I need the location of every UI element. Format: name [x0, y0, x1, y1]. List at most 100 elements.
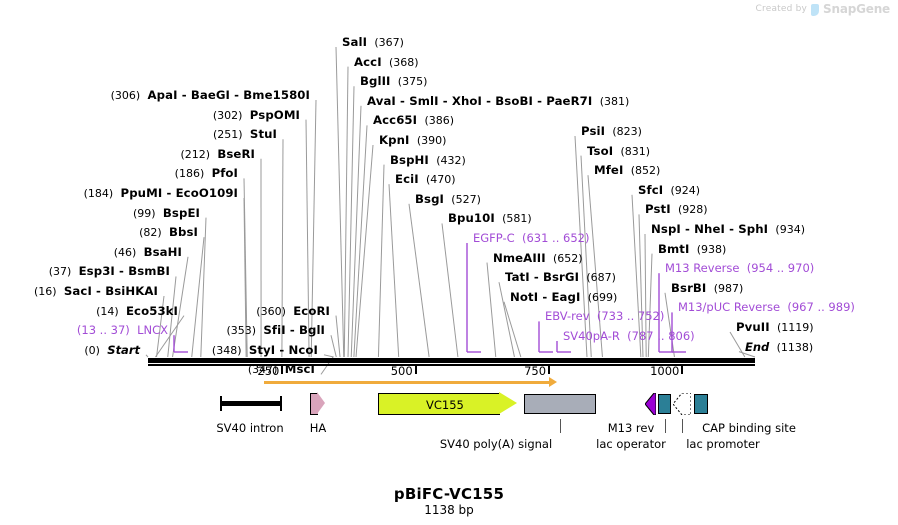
feature-ha[interactable]: [310, 391, 326, 415]
enzyme-label-farright-row[interactable]: BmtI (938): [658, 243, 726, 256]
site-position: (302): [212, 108, 243, 122]
enzyme-label-right-row[interactable]: SV40pA-R (787 .. 806): [563, 330, 695, 342]
enzyme-label-left-row[interactable]: (302) PspOMI: [213, 109, 300, 122]
enzyme-label-midleft-row[interactable]: (347) MscI: [248, 363, 315, 376]
enzyme-name: NmeAIII: [493, 250, 546, 265]
enzyme-label-left-row[interactable]: (251) StuI: [213, 128, 277, 141]
site-position: (581): [502, 212, 532, 226]
enzyme-label-farright-row[interactable]: SfcI (924): [638, 184, 700, 197]
enzyme-label-farright-row[interactable]: NspI - NheI - SphI (934): [651, 223, 805, 236]
ruler-tick-label: 1000: [650, 364, 680, 378]
enzyme-label-right-row[interactable]: SalI (367): [342, 36, 404, 49]
enzyme-label-right-row[interactable]: NotI - EagI (699): [510, 291, 617, 304]
enzyme-label-left-row[interactable]: (99) BspEI: [133, 207, 200, 220]
enzyme-label-right-row[interactable]: AvaI - SmlI - XhoI - BsoBI - PaeR7I (381…: [367, 95, 629, 108]
enzyme-label-left-row[interactable]: (186) PfoI: [175, 167, 238, 180]
enzyme-label-right-row[interactable]: Acc65I (386): [373, 114, 454, 127]
enzyme-name: MfeI: [594, 163, 624, 178]
terminus-label: Start: [107, 342, 140, 357]
site-position: (16): [34, 285, 57, 298]
site-position: (733 .. 752): [596, 309, 665, 324]
site-position: (852): [630, 164, 661, 178]
site-position: (987): [713, 281, 744, 295]
enzyme-label-farright-row[interactable]: PvuII (1119): [736, 321, 814, 334]
enzyme-label-midleft-row[interactable]: (348) StyI - NcoI: [212, 344, 318, 357]
enzyme-label-right-row[interactable]: EBV-rev (733 .. 752): [545, 310, 664, 322]
enzyme-label-midleft-row[interactable]: (360) EcoRI: [256, 305, 330, 318]
site-position: (347): [247, 363, 278, 377]
enzyme-label-left-row[interactable]: (306) ApaI - BaeGI - Bme1580I: [111, 89, 310, 102]
bar-cap-left: [220, 396, 222, 411]
arrow-left-shape: [644, 392, 657, 416]
site-position: (954 .. 970): [746, 261, 815, 276]
feature-sv40-intron[interactable]: [220, 396, 282, 411]
enzyme-label-right-row[interactable]: Bpu10I (581): [448, 212, 532, 225]
enzyme-name: SfcI: [638, 182, 664, 197]
enzyme-label-left-row[interactable]: (82) BbsI: [139, 226, 198, 239]
enzyme-label-right-row[interactable]: TatI - BsrGI (687): [505, 271, 616, 284]
arrow-head: [499, 392, 517, 414]
enzyme-label-left-row[interactable]: (212) BseRI: [180, 148, 255, 161]
enzyme-label-farright-row[interactable]: End (1138): [745, 341, 813, 354]
enzyme-label-right-row[interactable]: EciI (470): [395, 173, 456, 186]
enzyme-name: PvuII: [736, 320, 770, 334]
enzyme-label-left-row[interactable]: (46) BsaHI: [114, 246, 182, 259]
site-position: (1119): [777, 321, 814, 334]
feature-label: CAP binding site: [702, 421, 796, 435]
enzyme-label-farright-row[interactable]: M13 Reverse (954 .. 970): [665, 262, 814, 274]
enzyme-name: BsrBI: [671, 280, 707, 295]
enzyme-label-left-row[interactable]: (16) SacI - BsiHKAI: [34, 285, 158, 298]
promoter-arrow-head: [549, 377, 557, 387]
site-position: (14): [96, 304, 119, 318]
enzyme-name: BmtI: [658, 241, 690, 256]
site-position: (390): [416, 134, 447, 147]
feature-m13-rev[interactable]: [644, 392, 657, 416]
site-position: (652): [553, 251, 583, 265]
feature-inner-label: VC155: [426, 398, 464, 412]
enzyme-label-left-row[interactable]: (37) Esp3I - BsmBI: [49, 265, 170, 278]
feature-sv40-poly-a-signal[interactable]: [524, 394, 596, 414]
site-position: (381): [599, 94, 630, 108]
enzyme-label-left-row[interactable]: (13 .. 37) LNCX: [77, 324, 168, 336]
snapgene-brand-name: SnapGene: [823, 2, 890, 16]
enzyme-name: KpnI: [379, 133, 410, 147]
promoter-arrow-shaft[interactable]: [264, 381, 550, 384]
enzyme-name: SfiI - BglI: [263, 323, 325, 338]
enzyme-label-midleft-row[interactable]: (353) SfiI - BglI: [227, 324, 326, 337]
enzyme-label-farright-row[interactable]: BsrBI (987): [671, 282, 743, 295]
site-position: (99): [133, 206, 156, 220]
feature-cap-binding-site[interactable]: [694, 394, 708, 414]
feature-connector: [682, 419, 683, 433]
enzyme-label-right-row[interactable]: EGFP-C (631 .. 652): [473, 232, 589, 244]
feature-lac-operator[interactable]: [658, 394, 671, 414]
feature-name: LNCX: [137, 323, 168, 338]
enzyme-name: Acc65I: [373, 113, 418, 128]
bar-cap-right: [280, 396, 282, 411]
feature-vc155[interactable]: [378, 391, 518, 415]
feature-label: M13 rev: [607, 421, 655, 435]
enzyme-label-right-row[interactable]: AccI (368): [354, 56, 419, 69]
feature-connector: [560, 419, 561, 433]
ruler-tick: [681, 366, 684, 374]
enzyme-name: PpuMI - EcoO109I: [120, 186, 238, 200]
site-position: (184): [83, 187, 114, 200]
enzyme-label-farright-row[interactable]: MfeI (852): [594, 164, 660, 177]
enzyme-label-right-row[interactable]: KpnI (390): [379, 134, 446, 147]
enzyme-label-right-row[interactable]: NmeAIII (652): [493, 252, 583, 265]
site-position: (368): [388, 55, 419, 69]
enzyme-label-left-row[interactable]: (184) PpuMI - EcoO109I: [84, 187, 238, 200]
sequence-ruler-bar[interactable]: [148, 358, 755, 366]
enzyme-label-left-row[interactable]: (14) Eco53kI: [96, 305, 178, 318]
enzyme-label-left-row[interactable]: (0) Start: [84, 344, 140, 357]
enzyme-label-farright-row[interactable]: PsiI (823): [581, 125, 642, 138]
enzyme-name: StuI: [249, 127, 277, 142]
enzyme-label-right-row[interactable]: BsgI (527): [415, 193, 481, 206]
enzyme-label-farright-row[interactable]: TsoI (831): [587, 145, 650, 158]
feature-lac-promoter[interactable]: [672, 392, 692, 416]
enzyme-name: SacI - BsiHKAI: [63, 284, 158, 298]
enzyme-label-farright-row[interactable]: PstI (928): [645, 203, 708, 216]
enzyme-label-right-row[interactable]: BspHI (432): [390, 154, 466, 167]
site-position: (470): [425, 173, 456, 187]
enzyme-label-right-row[interactable]: BglII (375): [360, 75, 427, 88]
enzyme-label-farright-row[interactable]: M13/pUC Reverse (967 .. 989): [678, 301, 855, 313]
